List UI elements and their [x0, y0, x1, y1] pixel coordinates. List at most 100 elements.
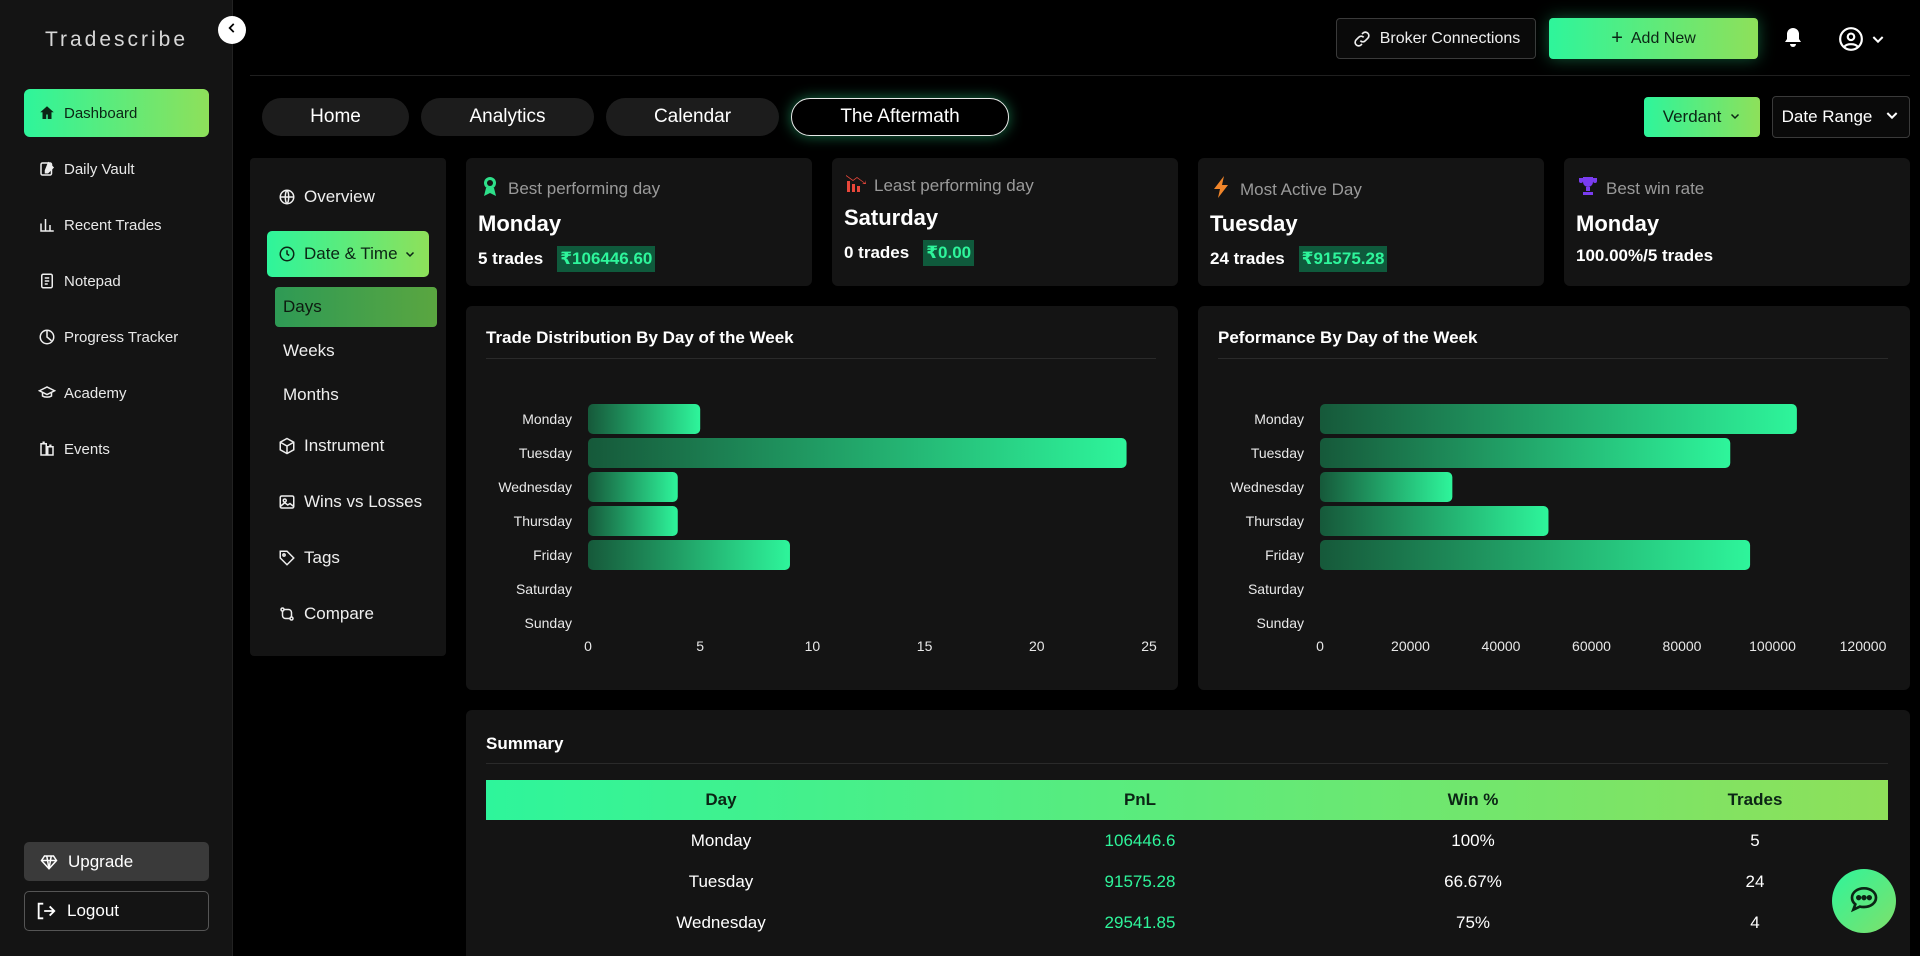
chart-title: Trade Distribution By Day of the Week	[486, 328, 794, 347]
compare-icon	[278, 605, 296, 623]
x-tick-label: 80000	[1663, 638, 1702, 654]
stat-day: Saturday	[844, 205, 939, 230]
subnav-instrument[interactable]: Instrument	[250, 428, 446, 464]
chevron-down-icon	[1870, 31, 1886, 52]
broker-connections-label: Broker Connections	[1379, 29, 1521, 47]
performance-chart: Monday Tuesday Wednesday Thursday Friday Satu…	[1230, 404, 1887, 654]
stat-trades: 5 trades	[478, 249, 544, 268]
table-header-row: Day PnL Win % Trades	[486, 780, 1888, 820]
sidebar-item-dashboard[interactable]: Dashboard	[24, 89, 209, 137]
stat-detail: 0 trades ₹0.00	[844, 240, 975, 266]
bar-thursday[interactable]	[588, 506, 678, 536]
sidebar-collapse-button[interactable]	[218, 16, 246, 44]
subnav-months[interactable]: Months	[283, 385, 339, 404]
stat-label: Least performing day	[844, 171, 1034, 200]
cube-icon	[278, 437, 296, 455]
trade-distribution-chart-card: Monday Tuesday Wednesday Thursday Friday Satu…	[466, 306, 1178, 690]
performance-chart-card: Monday Tuesday Wednesday Thursday Friday Satu…	[1198, 306, 1910, 690]
subnav-wins-vs-losses[interactable]: Wins vs Losses	[250, 484, 446, 520]
sidebar-item-events[interactable]: Events	[24, 425, 209, 473]
account-select[interactable]: Verdant	[1644, 97, 1760, 137]
sidebar-item-label: Daily Vault	[64, 160, 135, 178]
user-menu[interactable]	[1838, 26, 1886, 57]
chevron-down-icon	[1729, 107, 1741, 127]
y-tick-label: Friday	[1265, 547, 1304, 563]
y-tick-label: Monday	[522, 411, 572, 427]
stat-day: Monday	[1576, 211, 1660, 236]
stat-value-badge: ₹91575.28	[1298, 246, 1388, 272]
bar-friday[interactable]	[588, 540, 790, 570]
summary-divider	[486, 763, 1888, 764]
tag-icon	[278, 549, 296, 567]
stat-day: Tuesday	[1210, 211, 1298, 236]
tab-home[interactable]: Home	[262, 98, 409, 136]
x-tick-label: 25	[1141, 638, 1157, 654]
cell-trades: 4	[1750, 912, 1760, 932]
stat-trades: 24 trades	[1210, 249, 1285, 268]
table-row: Wednesday 29541.85 75% 4	[486, 902, 1888, 943]
logout-button[interactable]: Logout	[24, 891, 209, 931]
cell-pnl: 91575.28	[1104, 871, 1176, 891]
stat-day: Monday	[478, 211, 562, 236]
stat-label: Best win rate	[1576, 174, 1704, 203]
chart-divider	[486, 358, 1156, 359]
sidebar-item-recent-trades[interactable]: Recent Trades	[24, 201, 209, 249]
sidebar-item-label: Dashboard	[64, 104, 138, 122]
bar-tuesday[interactable]	[588, 438, 1127, 468]
bar-monday[interactable]	[588, 404, 701, 434]
table-row: Tuesday 91575.28 66.67% 24	[486, 861, 1888, 902]
link-icon	[1352, 29, 1372, 49]
tab-the-aftermath[interactable]: The Aftermath	[791, 98, 1009, 136]
column-header-trades: Trades	[1727, 790, 1783, 809]
bar-wednesday[interactable]	[588, 472, 678, 502]
stat-label-text: Most Active Day	[1240, 179, 1362, 199]
sidebar-item-label: Progress Tracker	[64, 328, 179, 346]
stat-trades: 0 trades	[844, 243, 910, 262]
summary-card: Summary Day PnL Win % Trades Monday 1064…	[466, 710, 1910, 956]
tab-analytics[interactable]: Analytics	[421, 98, 594, 136]
home-icon	[38, 104, 56, 122]
chat-button[interactable]	[1832, 869, 1896, 933]
subnav-compare[interactable]: Compare	[250, 596, 446, 632]
cell-trades: 24	[1745, 871, 1765, 891]
bar-thursday[interactable]	[1320, 506, 1549, 536]
subnav-compare-label: Compare	[304, 604, 374, 623]
broker-connections-button[interactable]: Broker Connections	[1336, 18, 1536, 59]
add-new-button[interactable]: + Add New	[1549, 18, 1758, 59]
subnav-overview-label: Overview	[304, 187, 375, 206]
graduation-cap-icon	[38, 384, 56, 402]
tab-calendar[interactable]: Calendar	[606, 98, 779, 136]
stat-card-best-day: Best performing day Monday 5 trades ₹106…	[466, 158, 812, 286]
date-range-select[interactable]: Date Range	[1772, 96, 1910, 138]
chevron-down-icon	[404, 248, 416, 260]
add-new-label: Add New	[1630, 29, 1696, 47]
sidebar-item-label: Events	[64, 440, 110, 458]
sidebar-item-daily-vault[interactable]: Daily Vault	[24, 145, 209, 193]
bell-icon[interactable]	[1781, 26, 1805, 55]
stat-card-best-win-rate: Best win rate Monday 100.00%/5 trades	[1564, 158, 1910, 286]
stat-detail: 100.00%/5 trades	[1576, 246, 1713, 266]
sidebar-item-progress-tracker[interactable]: Progress Tracker	[24, 313, 209, 361]
bar-wednesday[interactable]	[1320, 472, 1453, 502]
subnav-days[interactable]: Days	[275, 287, 437, 327]
analysis-subnav: Overview Date & Time Days Weeks Months I…	[250, 158, 446, 656]
sidebar-item-academy[interactable]: Academy	[24, 369, 209, 417]
x-tick-label: 0	[1316, 638, 1324, 654]
sidebar-item-notepad[interactable]: Notepad	[24, 257, 209, 305]
chart-divider	[1218, 358, 1888, 359]
subnav-overview[interactable]: Overview	[250, 179, 446, 215]
upgrade-button[interactable]: Upgrade	[24, 842, 209, 881]
stat-label-text: Best performing day	[508, 178, 661, 198]
column-header-win: Win %	[1447, 790, 1499, 809]
y-tick-label: Wednesday	[1230, 479, 1304, 495]
bar-tuesday[interactable]	[1320, 438, 1731, 468]
subnav-weeks[interactable]: Weeks	[283, 341, 335, 360]
bar-friday[interactable]	[1320, 540, 1751, 570]
subnav-tags[interactable]: Tags	[250, 540, 446, 576]
brand-logo: Tradescribe	[44, 28, 189, 51]
subnav-date-time-label: Date & Time	[304, 244, 398, 263]
subnav-date-time[interactable]: Date & Time	[267, 231, 429, 277]
bar-monday[interactable]	[1320, 404, 1797, 434]
cell-win: 75%	[1455, 912, 1491, 932]
cell-day: Wednesday	[676, 912, 766, 932]
